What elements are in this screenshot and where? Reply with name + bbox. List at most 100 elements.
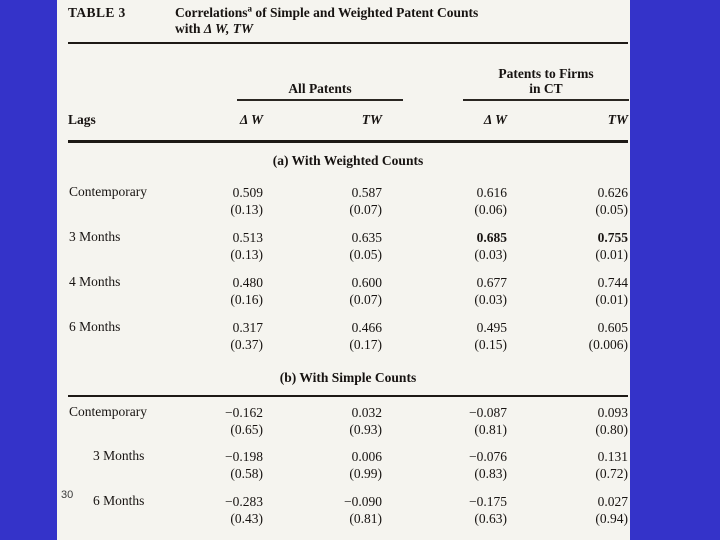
correlation-value: 0.006 — [351, 448, 382, 464]
correlation-cell: 0.466 (0.17) — [263, 312, 382, 357]
correlation-value: 0.626 — [597, 184, 628, 200]
correlation-value: −0.175 — [469, 493, 507, 509]
correlation-value: −0.198 — [225, 448, 263, 464]
row-label: 6 Months — [93, 492, 145, 508]
correlation-cell: 0.685 (0.03) — [382, 222, 507, 267]
p-value: (0.58) — [230, 465, 263, 481]
column-group-patents-to-firms-in-ct: Patents to Firms in CT — [463, 66, 629, 101]
correlation-value: −0.090 — [344, 493, 382, 509]
correlation-value: 0.600 — [351, 274, 382, 290]
p-value: (0.83) — [474, 465, 507, 481]
p-value: (0.80) — [595, 421, 628, 437]
p-value: (0.65) — [230, 421, 263, 437]
row-label: Contemporary — [69, 403, 147, 419]
horizontal-rule-top — [68, 42, 628, 44]
p-value: (0.03) — [474, 291, 507, 307]
column-group-all-patents: All Patents — [237, 81, 403, 101]
p-value: (0.37) — [230, 336, 263, 352]
correlation-value: −0.283 — [225, 493, 263, 509]
correlation-cell: −0.283 (0.43) — [200, 486, 263, 531]
table-title-line1: Correlationsa of Simple and Weighted Pat… — [175, 3, 479, 20]
correlation-value: 0.466 — [351, 319, 382, 335]
p-value: (0.13) — [230, 201, 263, 217]
correlation-cell: 0.513 (0.13) — [200, 222, 263, 267]
p-value: (0.05) — [595, 201, 628, 217]
section-heading: (a) With Weighted Counts — [272, 152, 424, 168]
column-header-dw-ct: Δ W — [382, 101, 507, 143]
correlation-value: 0.677 — [476, 274, 507, 290]
row-label: 6 Months — [69, 318, 121, 334]
footnote-marker: a — [247, 3, 253, 14]
p-value: (0.01) — [595, 291, 628, 307]
p-value: (0.81) — [474, 421, 507, 437]
correlation-value: 0.605 — [597, 319, 628, 335]
correlation-cell: 0.093 (0.80) — [507, 396, 628, 441]
correlation-value: 0.495 — [476, 319, 507, 335]
correlation-cell: 0.605 (0.006) — [507, 312, 628, 357]
p-value: (0.07) — [349, 201, 382, 217]
column-header-tw-ct: TW — [507, 101, 628, 143]
table-row: 3 Months −0.198 (0.58) 0.006 (0.99) −0.076 (0.… — [68, 441, 628, 486]
correlation-cell: −0.198 (0.58) — [200, 441, 263, 486]
p-value: (0.07) — [349, 291, 382, 307]
correlation-cell: 0.587 (0.07) — [263, 177, 382, 222]
section-heading-row: (b) With Simple Counts — [68, 356, 628, 397]
row-label: Contemporary — [69, 183, 147, 199]
p-value: (0.01) — [595, 246, 628, 262]
correlation-cell: −0.090 (0.81) — [263, 486, 382, 531]
correlation-cell: 0.755 (0.01) — [507, 222, 628, 267]
title-math-symbols: Δ W, TW — [203, 21, 253, 36]
table-content: TABLE 3 Correlationsa of Simple and Weig… — [68, 0, 629, 531]
correlation-cell: 0.600 (0.07) — [263, 267, 382, 312]
correlation-value: −0.087 — [469, 404, 507, 420]
correlation-value: 0.093 — [597, 404, 628, 420]
p-value: (0.99) — [349, 465, 382, 481]
table-row: 6 Months −0.283 (0.43) −0.090 (0.81) −0.175 (0… — [68, 486, 628, 531]
correlation-value: 0.635 — [351, 229, 382, 245]
correlation-cell: 0.006 (0.99) — [263, 441, 382, 486]
table-title-line2: with Δ W, TW — [175, 21, 253, 36]
column-group-header-area: All Patents Patents to Firms in CT — [68, 44, 629, 101]
table-row: Contemporary −0.162 (0.65) 0.032 (0.93) −0.08… — [68, 396, 628, 441]
table-row: 6 Months 0.317 (0.37) 0.466 (0.17) 0.495 (0.15… — [68, 312, 628, 357]
correlation-value: 0.131 — [597, 448, 628, 464]
correlation-value: 0.513 — [232, 229, 263, 245]
p-value: (0.16) — [230, 291, 263, 307]
correlation-value: 0.587 — [351, 184, 382, 200]
correlation-cell: 0.480 (0.16) — [200, 267, 263, 312]
table-title-block: TABLE 3 Correlationsa of Simple and Weig… — [68, 0, 628, 37]
correlation-cell: 0.635 (0.05) — [263, 222, 382, 267]
section-heading-row: (a) With Weighted Counts — [68, 141, 628, 177]
p-value: (0.63) — [474, 510, 507, 526]
p-value: (0.43) — [230, 510, 263, 526]
correlation-cell: −0.162 (0.65) — [200, 396, 263, 441]
correlation-value: 0.317 — [232, 319, 263, 335]
correlation-value: 0.744 — [597, 274, 628, 290]
correlation-value: 0.509 — [232, 184, 263, 200]
correlation-cell: −0.175 (0.63) — [382, 486, 507, 531]
correlation-value: 0.480 — [232, 274, 263, 290]
correlation-value: 0.616 — [476, 184, 507, 200]
correlation-cell: 0.616 (0.06) — [382, 177, 507, 222]
p-value: (0.05) — [349, 246, 382, 262]
correlation-value: 0.685 — [476, 229, 507, 245]
correlation-cell: 0.027 (0.94) — [507, 486, 628, 531]
scanned-table-panel: 30 TABLE 3 Correlationsa of Simple and W… — [57, 0, 630, 540]
correlation-cell: 0.677 (0.03) — [382, 267, 507, 312]
slide-page-number: 30 — [61, 489, 74, 501]
row-label: 4 Months — [69, 273, 121, 289]
table-row: Contemporary 0.509 (0.13) 0.587 (0.07) 0.616(… — [68, 177, 628, 222]
table-label: TABLE 3 — [68, 5, 126, 20]
p-value: (0.13) — [230, 246, 263, 262]
correlation-value: −0.076 — [469, 448, 507, 464]
correlation-cell: 0.744 (0.01) — [507, 267, 628, 312]
p-value: (0.93) — [349, 421, 382, 437]
p-value: (0.17) — [349, 336, 382, 352]
correlation-cell: 0.032 (0.93) — [263, 396, 382, 441]
column-header-tw-all-patents: TW — [263, 101, 382, 143]
section-heading: (b) With Simple Counts — [68, 356, 628, 397]
correlations-table: Lags Δ W TW Δ W TW (a) With Weighted Cou… — [68, 101, 628, 531]
correlation-cell: 0.317 (0.37) — [200, 312, 263, 357]
row-label: 3 Months — [69, 228, 121, 244]
